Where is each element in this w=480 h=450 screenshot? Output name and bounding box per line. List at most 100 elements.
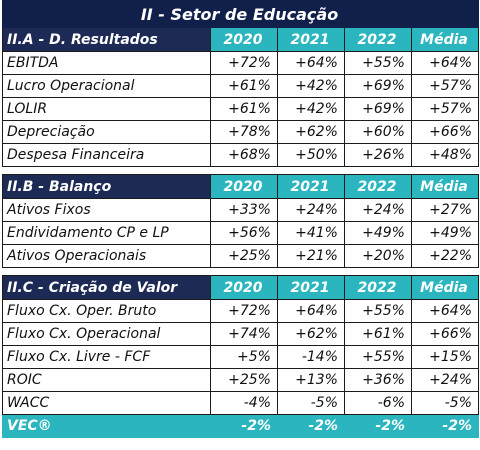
- vec-value: -2%: [210, 414, 278, 438]
- cell-value: +5%: [210, 345, 278, 369]
- cell-value: +64%: [277, 299, 345, 323]
- row-label: Fluxo Cx. Operacional: [2, 322, 211, 346]
- cell-value: +61%: [210, 97, 278, 121]
- cell-value: +24%: [277, 198, 345, 222]
- cell-value: +42%: [277, 97, 345, 121]
- cell-value: +66%: [410, 322, 480, 346]
- cell-value: +49%: [410, 221, 480, 245]
- cell-value: -4%: [210, 391, 278, 415]
- cell-value: +56%: [210, 221, 278, 245]
- table-title: II - Setor de Educação: [1, 0, 480, 28]
- table-row: ROIC +25% +13% +36% +24%: [2, 368, 480, 392]
- cell-value: +57%: [410, 74, 480, 98]
- col-header: Média: [410, 275, 480, 300]
- row-label: LOLIR: [2, 97, 211, 121]
- cell-value: +49%: [344, 221, 412, 245]
- section-title: II.C - Criação de Valor: [2, 275, 211, 300]
- table-row: Endividamento CP e LP +56% +41% +49% +49…: [2, 221, 480, 245]
- spacer: [2, 267, 479, 276]
- cell-value: -6%: [344, 391, 412, 415]
- cell-value: +26%: [344, 143, 412, 167]
- cell-value: +72%: [210, 299, 278, 323]
- col-header: 2022: [344, 275, 412, 300]
- table-row: Fluxo Cx. Livre - FCF +5% -14% +55% +15%: [2, 345, 480, 369]
- section-title: II.B - Balanço: [2, 174, 211, 199]
- col-header: 2021: [277, 27, 345, 52]
- cell-value: +61%: [344, 322, 412, 346]
- col-header: Média: [410, 27, 480, 52]
- cell-value: +57%: [410, 97, 480, 121]
- vec-value: -2%: [344, 414, 412, 438]
- row-label: Depreciação: [2, 120, 211, 144]
- table-row: Fluxo Cx. Oper. Bruto +72% +64% +55% +64…: [2, 299, 480, 323]
- cell-value: +21%: [277, 244, 345, 268]
- table-row: Depreciação +78% +62% +60% +66%: [2, 120, 480, 144]
- vec-label: VEC®: [2, 414, 211, 438]
- table-row: Fluxo Cx. Operacional +74% +62% +61% +66…: [2, 322, 480, 346]
- cell-value: +62%: [277, 120, 345, 144]
- cell-value: +20%: [344, 244, 412, 268]
- section-header-balanco: II.B - Balanço 2020 2021 2022 Média: [2, 174, 480, 199]
- section-gap: [2, 267, 479, 276]
- vec-value: -2%: [277, 414, 345, 438]
- cell-value: +64%: [410, 299, 480, 323]
- cell-value: +50%: [277, 143, 345, 167]
- cell-value: +64%: [410, 51, 480, 75]
- cell-value: +42%: [277, 74, 345, 98]
- table-row: Lucro Operacional +61% +42% +69% +57%: [2, 74, 480, 98]
- col-header: 2022: [344, 27, 412, 52]
- col-header: 2022: [344, 174, 412, 199]
- cell-value: +55%: [344, 299, 412, 323]
- setor-educacao-table: II - Setor de Educação II.A - D. Resulta…: [1, 0, 480, 438]
- row-label: WACC: [2, 391, 211, 415]
- cell-value: +24%: [344, 198, 412, 222]
- cell-value: +33%: [210, 198, 278, 222]
- cell-value: +48%: [410, 143, 480, 167]
- spacer: [2, 166, 479, 175]
- row-label: Ativos Operacionais: [2, 244, 211, 268]
- cell-value: +62%: [277, 322, 345, 346]
- table-row: WACC -4% -5% -6% -5%: [2, 391, 480, 415]
- row-label: Endividamento CP e LP: [2, 221, 211, 245]
- cell-value: -5%: [277, 391, 345, 415]
- row-label: Fluxo Cx. Oper. Bruto: [2, 299, 211, 323]
- row-label: Ativos Fixos: [2, 198, 211, 222]
- section-title: II.A - D. Resultados: [2, 27, 211, 52]
- table-row: LOLIR +61% +42% +69% +57%: [2, 97, 480, 121]
- cell-value: +55%: [344, 345, 412, 369]
- table-row: EBITDA +72% +64% +55% +64%: [2, 51, 480, 75]
- cell-value: +66%: [410, 120, 480, 144]
- cell-value: +25%: [210, 368, 278, 392]
- cell-value: -5%: [410, 391, 480, 415]
- col-header: 2021: [277, 275, 345, 300]
- col-header: 2020: [210, 27, 278, 52]
- cell-value: +60%: [344, 120, 412, 144]
- row-label: Despesa Financeira: [2, 143, 211, 167]
- row-label: Lucro Operacional: [2, 74, 211, 98]
- row-label: Fluxo Cx. Livre - FCF: [2, 345, 211, 369]
- cell-value: +68%: [210, 143, 278, 167]
- row-label: ROIC: [2, 368, 211, 392]
- col-header: 2021: [277, 174, 345, 199]
- table-row: Despesa Financeira +68% +50% +26% +48%: [2, 143, 480, 167]
- section-header-criacao-valor: II.C - Criação de Valor 2020 2021 2022 M…: [2, 275, 480, 300]
- cell-value: +24%: [410, 368, 480, 392]
- title-row: II - Setor de Educação: [1, 0, 480, 28]
- cell-value: +72%: [210, 51, 278, 75]
- cell-value: +15%: [410, 345, 480, 369]
- cell-value: +36%: [344, 368, 412, 392]
- row-label: EBITDA: [2, 51, 211, 75]
- cell-value: -14%: [277, 345, 345, 369]
- section-header-resultados: II.A - D. Resultados 2020 2021 2022 Médi…: [2, 27, 480, 52]
- cell-value: +69%: [344, 97, 412, 121]
- cell-value: +61%: [210, 74, 278, 98]
- cell-value: +25%: [210, 244, 278, 268]
- cell-value: +55%: [344, 51, 412, 75]
- vec-row: VEC® -2% -2% -2% -2%: [2, 414, 480, 438]
- cell-value: +41%: [277, 221, 345, 245]
- col-header: 2020: [210, 174, 278, 199]
- col-header: Média: [410, 174, 480, 199]
- table-row: Ativos Fixos +33% +24% +24% +27%: [2, 198, 480, 222]
- vec-value: -2%: [410, 414, 480, 438]
- cell-value: +69%: [344, 74, 412, 98]
